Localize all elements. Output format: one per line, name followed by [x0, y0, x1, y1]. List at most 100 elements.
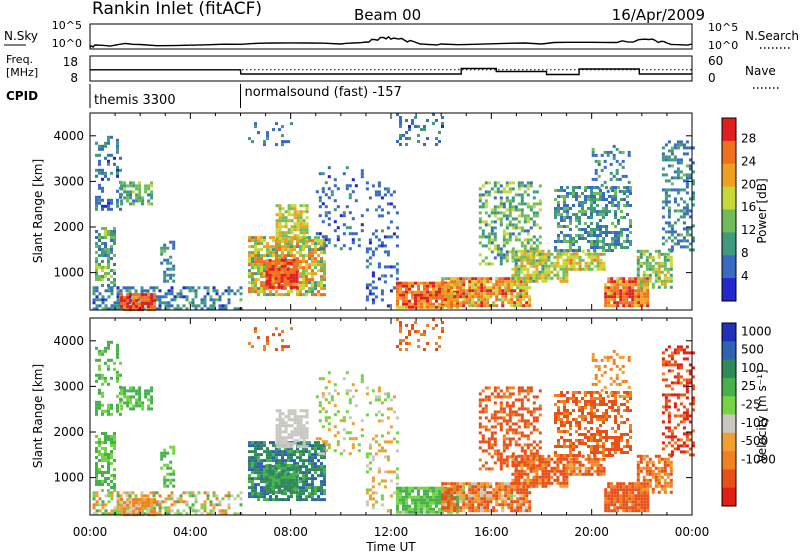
scatter-cell [302, 409, 306, 413]
scatter-cell [507, 488, 511, 492]
scatter-cell [377, 205, 381, 209]
scatter-cell [260, 495, 263, 499]
scatter-cell [138, 507, 142, 511]
scatter-cell [224, 494, 228, 498]
scatter-cell [287, 290, 290, 294]
scatter-cell [296, 213, 300, 217]
scatter-cell [666, 270, 670, 274]
scatter-cell [163, 249, 167, 253]
scatter-cell [101, 471, 104, 474]
scatter-cell [274, 481, 278, 485]
scatter-cell [584, 186, 587, 189]
scatter-cell [107, 177, 110, 181]
scatter-cell [483, 494, 487, 498]
scatter-cell [688, 176, 692, 180]
scatter-cell [95, 494, 99, 498]
scatter-cell [248, 272, 251, 276]
scatter-cell [308, 441, 311, 445]
scatter-cell [599, 252, 603, 256]
scatter-cell [535, 211, 539, 215]
scatter-cell [320, 492, 323, 496]
scatter-cell [505, 196, 509, 200]
scatter-cell [557, 249, 560, 252]
scatter-cell [520, 270, 524, 274]
scatter-cell [599, 267, 603, 271]
scatter-cell [287, 231, 291, 235]
scatter-cell [615, 147, 619, 151]
scatter-cell [160, 457, 164, 461]
scatter-cell [584, 252, 588, 256]
scatter-cell [283, 261, 287, 265]
scatter-cell [483, 482, 487, 486]
scatter-cell [486, 506, 490, 510]
scatter-cell [194, 295, 198, 299]
scatter-cell [522, 500, 526, 504]
scatter-cell [215, 494, 219, 498]
scatter-cell [459, 292, 463, 296]
scatter-cell [685, 206, 689, 210]
scatter-cell [669, 258, 673, 262]
scatter-cell [618, 150, 622, 154]
scatter-cell [104, 141, 107, 145]
scatter-cell [302, 219, 306, 223]
scatter-cell [602, 246, 605, 249]
scatter-cell [265, 472, 269, 476]
scatter-cell [138, 190, 142, 194]
scatter-cell [170, 497, 174, 501]
scatter-cell [248, 465, 251, 469]
scatter-cell [327, 392, 331, 396]
scatter-cell [281, 498, 284, 502]
scatter-cell [511, 249, 515, 253]
scatter-cell [569, 255, 573, 259]
scatter-cell [557, 213, 560, 216]
scatter-cell [471, 482, 475, 486]
scatter-cell [468, 304, 472, 308]
scatter-cell [477, 482, 481, 486]
scatter-cell [471, 286, 475, 290]
scatter-cell [98, 304, 102, 308]
scatter-cell [670, 176, 674, 180]
scatter-cell [116, 144, 119, 148]
scatter-cell [317, 489, 320, 493]
scatter-cell [278, 433, 282, 437]
scatter-cell [365, 181, 369, 185]
scatter-cell [405, 324, 408, 327]
scatter-cell [299, 436, 303, 440]
frequency-panel: Freq. [MHz] 18 8 60 0 Nave [6, 53, 780, 89]
scatter-cell [628, 277, 632, 281]
scatter-cell [296, 257, 299, 261]
scatter-cell [602, 237, 605, 240]
scatter-cell [383, 449, 387, 453]
scatter-cell [587, 234, 590, 237]
scatter-cell [324, 416, 328, 420]
scatter-cell [135, 498, 139, 502]
scatter-cell [538, 241, 542, 245]
scatter-cell [333, 449, 337, 453]
scatter-cell [490, 416, 494, 420]
scatter-cell [622, 283, 626, 287]
scatter-cell [314, 468, 317, 472]
scatter-cell [290, 456, 293, 460]
scatter-cell [441, 494, 445, 498]
scatter-cell [342, 449, 346, 453]
scatter-cell [557, 240, 560, 243]
scatter-cell [625, 298, 629, 302]
scatter-cell [104, 251, 107, 254]
scatter-cell [654, 261, 658, 265]
scatter-cell [435, 501, 438, 505]
scatter-cell [538, 249, 542, 253]
scatter-cell [254, 254, 257, 258]
scatter-cell [505, 241, 509, 245]
scatter-cell [200, 307, 204, 311]
scatter-cell [529, 244, 533, 248]
scatter-cell [292, 484, 296, 488]
scatter-cell [107, 403, 110, 407]
scatter-cell [283, 475, 287, 479]
scatter-cell [212, 512, 216, 516]
scatter-cell [435, 281, 438, 285]
scatter-cell [266, 248, 269, 252]
scatter-cell [98, 391, 101, 395]
scatter-cell [535, 276, 539, 280]
scatter-cell [166, 246, 170, 250]
scatter-cell [302, 287, 305, 291]
